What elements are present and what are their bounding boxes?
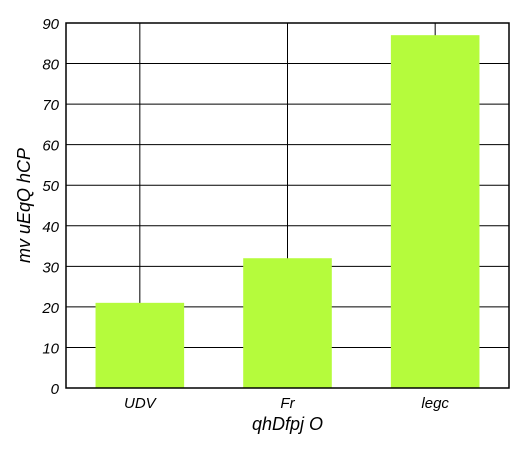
y-tick-label: 0 — [51, 381, 60, 398]
x-tick-label: Fr — [280, 395, 295, 412]
bars — [95, 35, 480, 389]
y-tick-label: 30 — [42, 259, 59, 276]
y-tick-label: 10 — [42, 340, 59, 357]
y-axis-title: mv uEqQ hCP — [14, 148, 34, 263]
y-tick-labels: 0 10 20 30 40 50 60 70 80 90 — [41, 16, 59, 398]
x-tick-label: UDV — [124, 395, 158, 412]
y-tick-label: 70 — [42, 97, 59, 114]
bar — [95, 302, 185, 388]
bar — [390, 35, 480, 389]
plot-border — [65, 22, 510, 389]
bar — [243, 258, 332, 388]
x-tick-labels: UDV Fr legc — [124, 395, 449, 412]
y-tick-label: 40 — [42, 219, 59, 236]
y-tick-label: 90 — [42, 16, 59, 33]
y-tick-label: 60 — [42, 138, 59, 155]
y-tick-label: 50 — [42, 178, 59, 195]
y-tick-label: 80 — [42, 57, 59, 74]
y-tick-label: 20 — [41, 300, 59, 317]
x-axis-title: qhDfpj O — [252, 414, 323, 434]
x-tick-label: legc — [421, 395, 449, 412]
plot-frame — [65, 22, 510, 389]
